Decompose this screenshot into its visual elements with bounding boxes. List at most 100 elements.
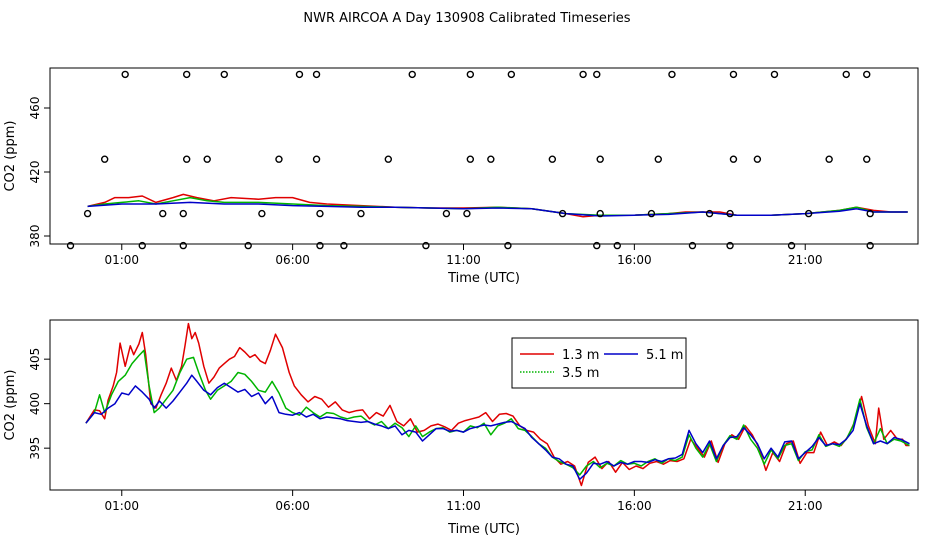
bottom-series-lines [85, 322, 910, 487]
y-tick-label: 405 [28, 348, 42, 371]
flag-point [668, 70, 676, 79]
flag-point [593, 70, 601, 79]
flag-point [688, 241, 697, 250]
flag-point [507, 70, 516, 79]
legend: 1.3 m 5.1 m 3.5 m [511, 337, 687, 389]
flag-point [548, 155, 557, 163]
flag-point [596, 209, 604, 218]
flag-point [787, 241, 796, 250]
flag-point [613, 241, 621, 250]
x-tick-label: 11:00 [446, 253, 481, 267]
flag-point [466, 155, 475, 163]
x-tick-label: 21:00 [788, 253, 823, 267]
series-line-red [85, 322, 910, 487]
flag-point [408, 70, 416, 79]
flag-point [66, 241, 75, 250]
flag-point [182, 155, 191, 163]
flag-point [203, 155, 211, 163]
flag-point [729, 70, 738, 79]
legend-label-3-5m: 3.5 m [562, 366, 599, 381]
flag-point [179, 241, 187, 250]
flag-point [220, 70, 228, 79]
flag-point [83, 209, 92, 218]
flag-point [179, 209, 187, 218]
flag-point [121, 70, 129, 79]
x-tick-label: 21:00 [788, 499, 823, 513]
x-tick-label: 16:00 [617, 499, 652, 513]
flag-point [863, 70, 871, 79]
flag-point [729, 155, 738, 163]
flag-point [100, 155, 109, 163]
flag-point [647, 209, 656, 218]
flag-point [504, 241, 512, 250]
flag-point [825, 155, 833, 163]
top-panel: 01:00 06:00 11:00 16:00 21:00 380 420 460 Time… [3, 67, 919, 286]
bottom-x-axis: 01:00 06:00 11:00 16:00 21:00 [104, 490, 823, 513]
flag-point [159, 209, 167, 218]
flag-point [753, 155, 762, 163]
flag-point [316, 209, 324, 218]
legend-box [511, 337, 687, 389]
x-tick-label: 01:00 [104, 499, 139, 513]
flag-point [244, 241, 252, 250]
top-y-axis-label: CO2 (ppm) [3, 120, 18, 191]
flag-point [866, 209, 874, 218]
top-x-axis-label: Time (UTC) [447, 271, 520, 286]
flag-point [357, 209, 365, 218]
top-series-lines [87, 193, 908, 218]
series-line-blue [87, 201, 908, 217]
x-tick-label: 06:00 [275, 253, 310, 267]
series-line-green [85, 349, 910, 476]
y-tick-label: 460 [28, 97, 42, 120]
top-plot-frame [49, 67, 919, 245]
y-tick-label: 395 [28, 437, 42, 460]
bottom-plot-frame [49, 319, 919, 491]
flag-point [726, 241, 734, 250]
x-tick-label: 11:00 [446, 499, 481, 513]
series-line-red [87, 193, 908, 218]
flag-point [705, 209, 714, 218]
bottom-x-axis-label: Time (UTC) [447, 522, 520, 537]
flag-point [340, 241, 348, 250]
bottom-panel: 01:00 06:00 11:00 16:00 21:00 395 400 405 Time… [3, 319, 919, 537]
flag-point [596, 155, 604, 163]
legend-label-1-3m: 1.3 m [562, 348, 599, 363]
x-tick-label: 06:00 [275, 499, 310, 513]
flag-point [463, 209, 471, 218]
flag-point [422, 241, 430, 250]
flag-point [466, 70, 475, 79]
flag-point [384, 155, 393, 163]
series-line-blue [85, 374, 910, 481]
flag-point [726, 209, 734, 218]
flag-point [275, 155, 283, 163]
flag-point [316, 241, 324, 250]
flag-point [312, 70, 321, 79]
flag-point [312, 155, 321, 163]
flag-point [442, 209, 451, 218]
flag-point [804, 209, 813, 218]
flag-point [593, 241, 601, 250]
y-tick-label: 400 [28, 392, 42, 415]
flag-point [295, 70, 304, 79]
flag-point [863, 155, 871, 163]
top-flag-markers [66, 70, 874, 250]
flag-point [579, 70, 587, 79]
flag-point [487, 155, 495, 163]
flag-point [770, 70, 779, 79]
x-tick-label: 16:00 [617, 253, 652, 267]
top-y-axis: 380 420 460 [28, 97, 50, 248]
legend-label-5-1m: 5.1 m [646, 348, 683, 363]
flag-point [182, 70, 191, 79]
flag-point [558, 209, 567, 218]
flag-point [842, 70, 850, 79]
chart-title: NWR AIRCOA A Day 130908 Calibrated Times… [303, 11, 630, 26]
bottom-y-axis-label: CO2 (ppm) [3, 369, 18, 440]
bottom-y-axis: 395 400 405 [28, 348, 50, 460]
flag-point [654, 155, 662, 163]
y-tick-label: 420 [28, 161, 42, 184]
flag-point [258, 209, 266, 218]
flag-point [866, 241, 874, 250]
y-tick-label: 380 [28, 225, 42, 248]
top-x-axis: 01:00 06:00 11:00 16:00 21:00 [104, 244, 823, 267]
